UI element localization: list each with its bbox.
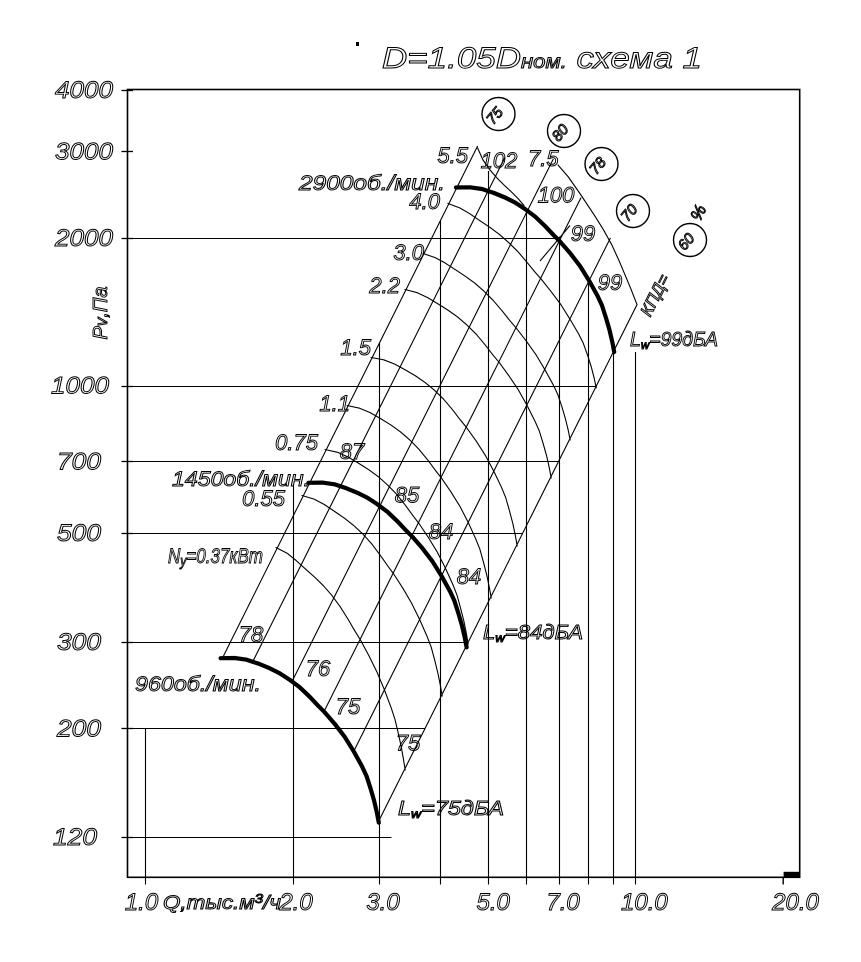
svg-text:1000: 1000: [51, 373, 110, 400]
svg-text:2.0: 2.0: [278, 889, 313, 916]
svg-text:960об./мин.: 960об./мин.: [135, 673, 261, 696]
svg-text:99: 99: [598, 270, 622, 295]
svg-text:1.1: 1.1: [319, 391, 350, 416]
svg-text:87: 87: [340, 439, 365, 464]
svg-text:4.0: 4.0: [409, 189, 440, 214]
svg-text:20.0: 20.0: [771, 889, 819, 916]
svg-text:Lw=84дБА: Lw=84дБА: [483, 622, 583, 645]
svg-text:Pv,Па: Pv,Па: [90, 286, 112, 339]
svg-text:75: 75: [396, 731, 421, 756]
svg-text:102: 102: [481, 148, 518, 173]
svg-text:100: 100: [538, 183, 575, 208]
svg-text:1.5: 1.5: [340, 335, 371, 360]
svg-text:3.0: 3.0: [366, 889, 400, 916]
svg-text:Lw=99дБА: Lw=99дБА: [630, 329, 718, 352]
svg-text:3000: 3000: [55, 138, 114, 165]
svg-text:84: 84: [457, 564, 481, 589]
svg-text:4000: 4000: [55, 77, 114, 104]
svg-text:2.2: 2.2: [368, 273, 400, 298]
svg-text:5.0: 5.0: [477, 889, 511, 916]
svg-text:78: 78: [239, 622, 264, 647]
svg-text:75: 75: [336, 694, 361, 719]
svg-text:2000: 2000: [54, 225, 114, 252]
svg-text:85: 85: [395, 483, 420, 508]
svg-text:3.0: 3.0: [393, 240, 424, 265]
svg-text:Lw=75дБА: Lw=75дБА: [398, 798, 504, 821]
svg-text:84: 84: [429, 519, 453, 544]
svg-text:2900об./мин.: 2900об./мин.: [298, 172, 445, 195]
svg-text:1450об./мин.: 1450об./мин.: [172, 468, 310, 491]
svg-text:1.0: 1.0: [125, 889, 159, 916]
svg-text:0.75: 0.75: [275, 430, 319, 455]
svg-text:500: 500: [57, 520, 102, 547]
svg-text:5.5: 5.5: [437, 143, 468, 168]
svg-text:120: 120: [53, 824, 98, 851]
svg-text:7.5: 7.5: [528, 146, 559, 171]
svg-text:300: 300: [57, 629, 102, 656]
svg-text:0.55: 0.55: [242, 486, 286, 511]
svg-text:99: 99: [571, 221, 595, 246]
svg-text:700: 700: [57, 448, 102, 475]
svg-text:7.0: 7.0: [546, 889, 580, 916]
svg-text:10.0: 10.0: [621, 889, 668, 916]
svg-text:76: 76: [306, 656, 331, 681]
svg-text:200: 200: [56, 715, 102, 742]
svg-text:Q,тыс.м3/ч: Q,тыс.м 3/ч: [163, 891, 281, 914]
